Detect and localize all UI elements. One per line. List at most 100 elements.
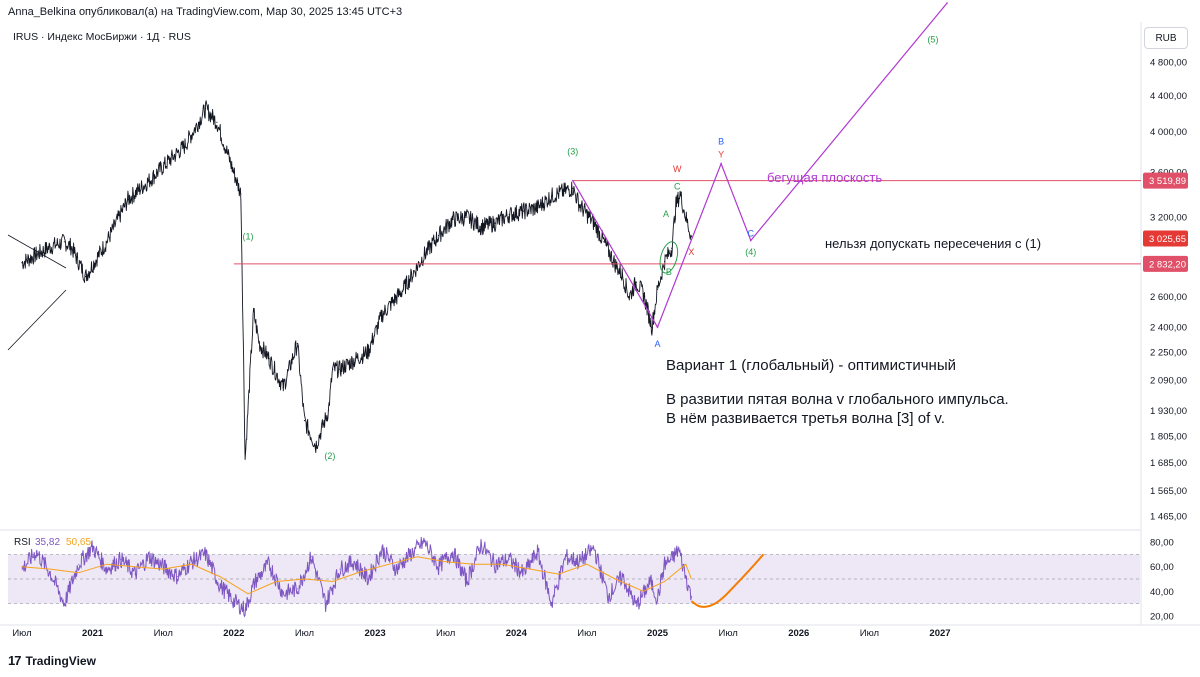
price-badge bbox=[1143, 230, 1188, 247]
rsi-projection-curve bbox=[690, 553, 765, 608]
time-axis-tick: 2024 bbox=[506, 628, 528, 639]
rsi-point bbox=[176, 576, 178, 578]
rsi-point bbox=[579, 561, 581, 563]
rsi-point bbox=[148, 556, 150, 558]
price-point bbox=[253, 310, 255, 313]
price-point bbox=[70, 246, 73, 248]
annotation-comment-line2: В нём развивается третья волна [3] of v. bbox=[666, 410, 945, 427]
time-axis-tick: 2026 bbox=[788, 628, 809, 639]
price-point bbox=[381, 314, 383, 316]
price-point bbox=[35, 254, 37, 256]
wave-label: (2) bbox=[324, 451, 335, 461]
tradingview-footer[interactable]: 17 TradingView bbox=[8, 653, 96, 668]
price-point bbox=[205, 107, 207, 110]
price-point bbox=[679, 193, 681, 195]
price-point bbox=[197, 121, 200, 123]
rsi-ma-line bbox=[21, 556, 692, 595]
price-badge-text: 3 025,65 bbox=[1149, 234, 1186, 245]
price-point bbox=[63, 241, 65, 243]
rsi-point bbox=[551, 603, 553, 605]
price-point bbox=[226, 150, 228, 152]
wave-projection-point bbox=[946, 2, 948, 4]
trend-line-lower bbox=[7, 289, 67, 351]
price-axis-tick: 3 200,00 bbox=[1150, 213, 1187, 224]
wave-label: X bbox=[688, 247, 694, 257]
tradingview-logo-icon: 17 bbox=[8, 653, 22, 668]
price-point bbox=[84, 275, 87, 278]
annotation-running-flat: бегущая плоскость bbox=[767, 170, 882, 185]
currency-button[interactable]: RUB bbox=[1144, 27, 1188, 49]
time-axis-tick: Июл bbox=[436, 628, 455, 639]
price-point bbox=[282, 386, 284, 389]
rsi-legend-ma-value: 50,65 bbox=[66, 537, 91, 548]
price-point bbox=[240, 193, 242, 195]
price-point bbox=[635, 281, 637, 283]
tradingview-brand: TradingView bbox=[25, 653, 96, 668]
trend-line-upper bbox=[7, 234, 67, 269]
price-axis-tick: 1 465,00 bbox=[1150, 512, 1187, 523]
highlight-ellipse bbox=[659, 241, 679, 274]
price-axis-tick: 2 400,00 bbox=[1150, 323, 1187, 334]
price-point bbox=[494, 222, 496, 224]
annotation-variant-title: Вариант 1 (глобальный) - оптимистичный bbox=[666, 357, 956, 374]
price-axis-tick: 4 400,00 bbox=[1150, 91, 1187, 102]
price-point bbox=[296, 342, 298, 345]
price-point bbox=[593, 222, 595, 224]
price-point bbox=[127, 198, 129, 201]
rsi-point bbox=[522, 573, 524, 575]
rsi-point bbox=[438, 566, 440, 568]
price-axis-tick: 1 685,00 bbox=[1150, 458, 1187, 469]
price-point bbox=[508, 214, 510, 216]
wave-label: W bbox=[673, 164, 682, 174]
price-point bbox=[106, 241, 108, 243]
rsi-point bbox=[92, 546, 94, 548]
price-point bbox=[268, 358, 270, 360]
price-badge bbox=[1143, 172, 1188, 189]
price-point bbox=[651, 326, 653, 328]
price-point bbox=[551, 195, 553, 197]
price-axis-tick: 4 800,00 bbox=[1150, 58, 1187, 69]
publisher-header: Anna_Belkina опубликовал(а) на TradingVi… bbox=[8, 6, 403, 18]
price-series-irus bbox=[21, 100, 692, 460]
price-point bbox=[480, 226, 482, 228]
rsi-axis-tick: 80,00 bbox=[1150, 538, 1174, 549]
wave-label: B bbox=[666, 267, 672, 277]
annotation-comment-line1: В развитии пятая волна v глобального имп… bbox=[666, 391, 1009, 408]
price-axis-tick: 2 250,00 bbox=[1150, 347, 1187, 358]
wave-label: B bbox=[718, 136, 724, 146]
symbol-title[interactable]: IRUS · Индекс МосБиржи · 1Д · RUS bbox=[13, 31, 191, 43]
price-point bbox=[452, 218, 454, 221]
price-point bbox=[438, 234, 440, 237]
price-axis-tick: 1 565,00 bbox=[1150, 486, 1187, 497]
price-point bbox=[565, 189, 567, 192]
rsi-point bbox=[424, 541, 426, 543]
price-point bbox=[148, 180, 150, 182]
wave-label: (1) bbox=[242, 231, 253, 241]
price-point bbox=[244, 458, 246, 460]
rsi-point bbox=[120, 558, 122, 560]
time-axis-tick: 2027 bbox=[929, 628, 950, 639]
price-point bbox=[315, 445, 317, 447]
rsi-point bbox=[205, 553, 207, 555]
time-axis-tick: 2021 bbox=[82, 628, 104, 639]
time-axis-tick: 2022 bbox=[223, 628, 244, 639]
annotation-no-overlap: нельзя допускать пересечения с (1) bbox=[825, 236, 1041, 251]
price-point bbox=[656, 288, 659, 290]
price-point bbox=[327, 409, 330, 412]
rsi-point bbox=[282, 593, 284, 595]
rsi-point bbox=[381, 548, 383, 550]
rsi-point bbox=[480, 543, 482, 545]
rsi-point bbox=[565, 556, 567, 558]
time-axis-tick: Июл bbox=[295, 628, 314, 639]
time-axis-tick: Июл bbox=[12, 628, 31, 639]
rsi-point bbox=[339, 568, 341, 570]
price-point bbox=[353, 359, 355, 362]
rsi-point bbox=[649, 580, 651, 582]
rsi-point bbox=[452, 551, 454, 553]
wave-label: C bbox=[748, 229, 755, 239]
rsi-point bbox=[268, 563, 270, 565]
time-axis-tick: 2023 bbox=[365, 628, 386, 639]
price-point bbox=[216, 121, 218, 123]
rsi-point bbox=[635, 605, 637, 607]
